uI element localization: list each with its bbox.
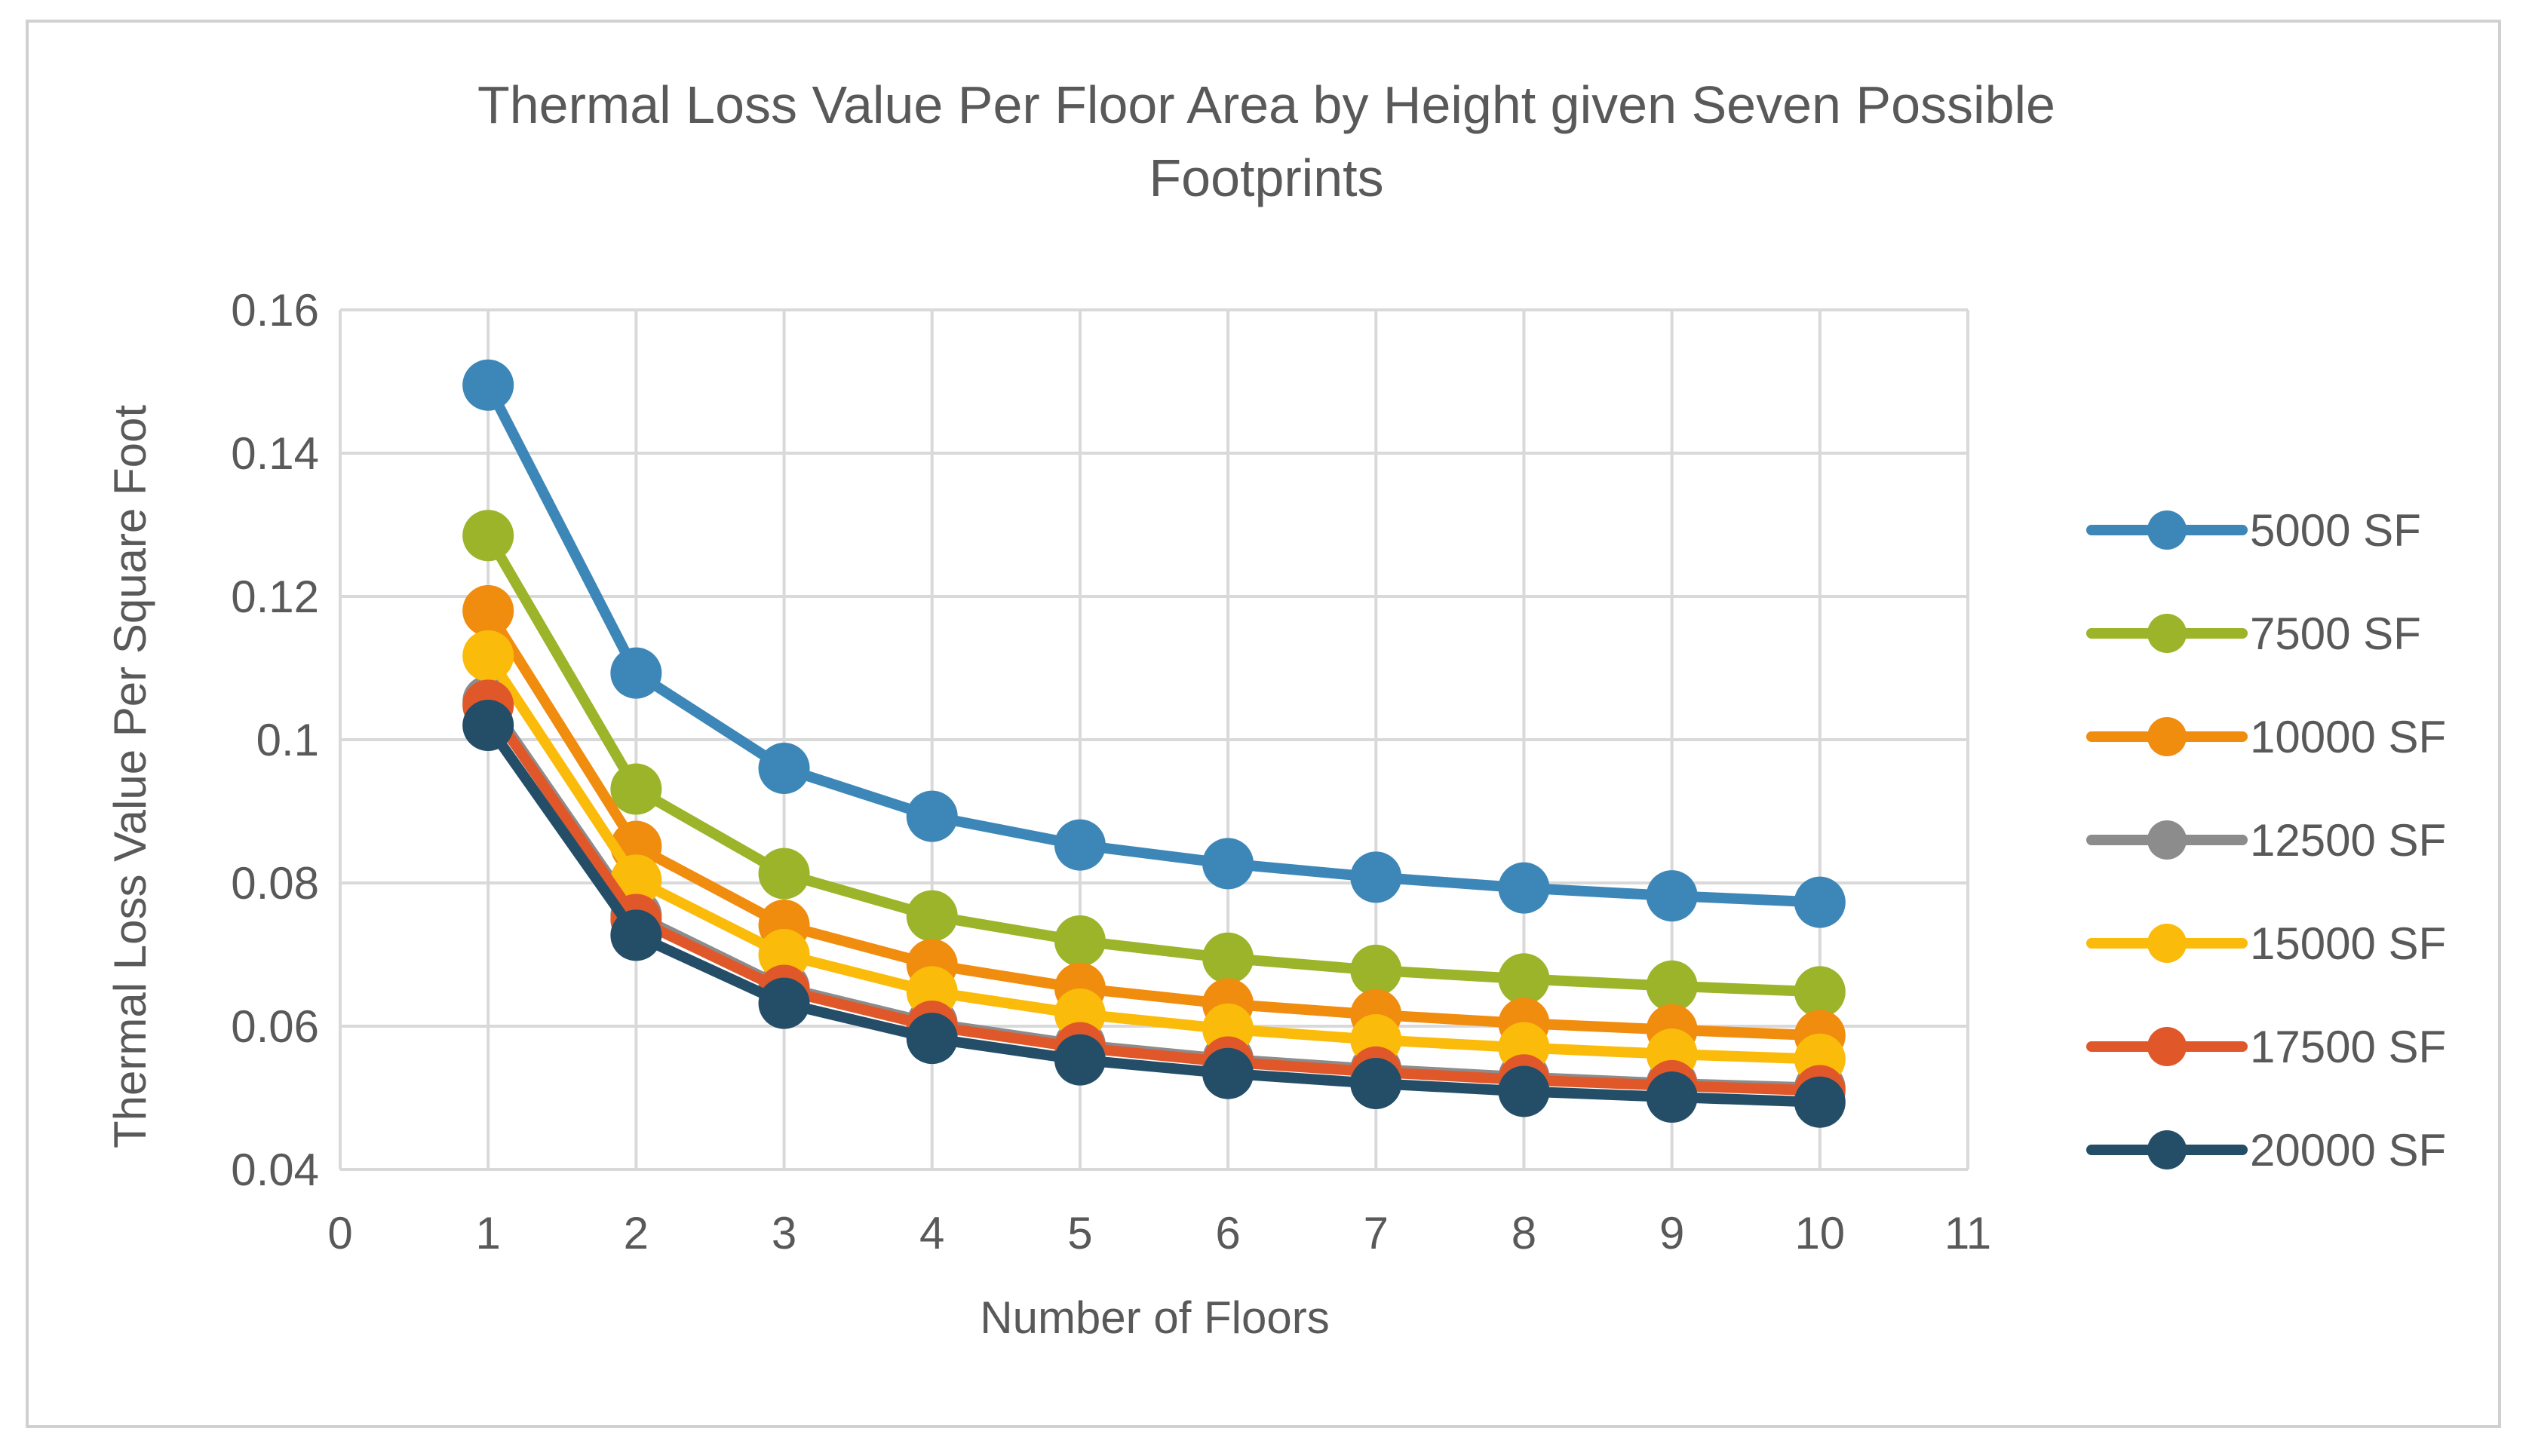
x-tick-label: 10	[1794, 1208, 1845, 1258]
data-point	[1350, 851, 1402, 903]
x-tick-label: 8	[1512, 1208, 1536, 1258]
legend-label: 20000 SF	[2250, 1125, 2446, 1176]
series-5000-sf	[462, 359, 1846, 928]
y-tick-label: 0.04	[231, 1145, 319, 1195]
data-point	[1646, 870, 1698, 922]
legend-label: 7500 SF	[2250, 608, 2421, 659]
data-point	[1498, 953, 1550, 1005]
legend-marker	[2147, 820, 2187, 860]
series-group	[462, 359, 1846, 1128]
legend-item: 15000 SF	[2086, 918, 2446, 969]
legend-item: 17500 SF	[2086, 1022, 2446, 1072]
x-tick-label: 11	[1944, 1208, 1991, 1258]
data-point	[462, 510, 514, 562]
data-point	[1202, 838, 1254, 890]
legend-marker	[2147, 1130, 2187, 1169]
data-point	[1202, 1047, 1254, 1099]
data-point	[610, 647, 662, 699]
series-line	[483, 720, 1825, 1108]
series-line	[483, 530, 1825, 998]
y-tick-label: 0.14	[231, 428, 319, 479]
y-axis-title: Thermal Loss Value Per Square Foot	[105, 405, 155, 1148]
chart-title-line-2: Footprints	[1149, 149, 1383, 207]
data-point	[906, 1013, 958, 1065]
data-point	[462, 585, 514, 636]
y-tick-label: 0.1	[256, 715, 319, 765]
data-point	[1054, 1034, 1106, 1086]
data-point	[758, 929, 810, 980]
series-line	[483, 650, 1825, 1065]
chart-svg: Thermal Loss Value Per Floor Area by Hei…	[105, 75, 2446, 1343]
legend-marker	[2147, 924, 2187, 963]
data-point	[1646, 960, 1698, 1012]
y-tick-label: 0.08	[231, 858, 319, 909]
legend-label: 15000 SF	[2250, 918, 2446, 969]
data-point	[1498, 1065, 1550, 1117]
data-point	[462, 359, 514, 411]
axes: 0 1 2 3 4 5 6 7 8 9 10 11 0.04 0.06 0.08 0.1 0.12 0.14 0.1…	[231, 285, 1991, 1258]
data-point	[1202, 932, 1254, 984]
series-7500-sf	[462, 510, 1846, 1018]
legend-label: 10000 SF	[2250, 712, 2446, 762]
data-point	[462, 700, 514, 751]
data-point	[1350, 1058, 1402, 1109]
data-point	[758, 848, 810, 900]
data-point	[758, 743, 810, 794]
series-line	[483, 700, 1825, 1096]
data-point	[1498, 862, 1550, 914]
grid-lines	[339, 308, 1969, 1171]
data-point	[906, 890, 958, 942]
data-point	[1350, 944, 1402, 996]
data-point	[1794, 876, 1846, 928]
x-tick-label: 1	[475, 1208, 500, 1258]
x-tick-label: 5	[1067, 1208, 1092, 1258]
x-tick-label: 4	[919, 1208, 944, 1258]
legend-marker	[2147, 1027, 2187, 1066]
chart-title: Thermal Loss Value Per Floor Area by Hei…	[477, 75, 2055, 207]
legend-item: 20000 SF	[2086, 1125, 2446, 1176]
legend-item: 10000 SF	[2086, 712, 2446, 762]
chart-title-line-1: Thermal Loss Value Per Floor Area by Hei…	[477, 75, 2055, 134]
legend-marker	[2147, 510, 2187, 550]
legend-item: 12500 SF	[2086, 815, 2446, 866]
y-tick-label: 0.06	[231, 1001, 319, 1052]
x-tick-label: 6	[1215, 1208, 1240, 1258]
chart-frame: Thermal Loss Value Per Floor Area by Hei…	[26, 20, 2501, 1428]
data-point	[610, 909, 662, 961]
y-tick-label: 0.12	[231, 572, 319, 622]
x-tick-label: 9	[1659, 1208, 1684, 1258]
legend-marker	[2147, 717, 2187, 756]
data-point	[906, 790, 958, 842]
x-tick-label: 3	[772, 1208, 796, 1258]
data-point	[1646, 1071, 1698, 1123]
data-point	[1054, 819, 1106, 871]
legend-marker	[2147, 614, 2187, 653]
legend-label: 12500 SF	[2250, 815, 2446, 866]
series-20000-sf	[462, 700, 1846, 1128]
x-tick-label: 7	[1364, 1208, 1389, 1258]
data-point	[1794, 1076, 1846, 1128]
series-10000-sf	[462, 585, 1846, 1062]
data-point	[462, 630, 514, 682]
series-line	[483, 379, 1825, 908]
data-point	[758, 977, 810, 1029]
data-point	[1794, 966, 1846, 1018]
legend-item: 7500 SF	[2086, 608, 2421, 659]
series-line	[483, 605, 1825, 1041]
legend-item: 5000 SF	[2086, 505, 2421, 556]
x-axis-title: Number of Floors	[980, 1292, 1329, 1343]
data-point	[1054, 915, 1106, 967]
y-tick-label: 0.16	[231, 285, 319, 336]
x-tick-label: 2	[624, 1208, 649, 1258]
legend: 5000 SF 7500 SF 10000 SF 12500 SF 15000 SF 17…	[2086, 505, 2446, 1176]
data-point	[610, 763, 662, 815]
x-tick-label: 0	[327, 1208, 352, 1258]
legend-label: 5000 SF	[2250, 505, 2421, 556]
legend-label: 17500 SF	[2250, 1022, 2446, 1072]
